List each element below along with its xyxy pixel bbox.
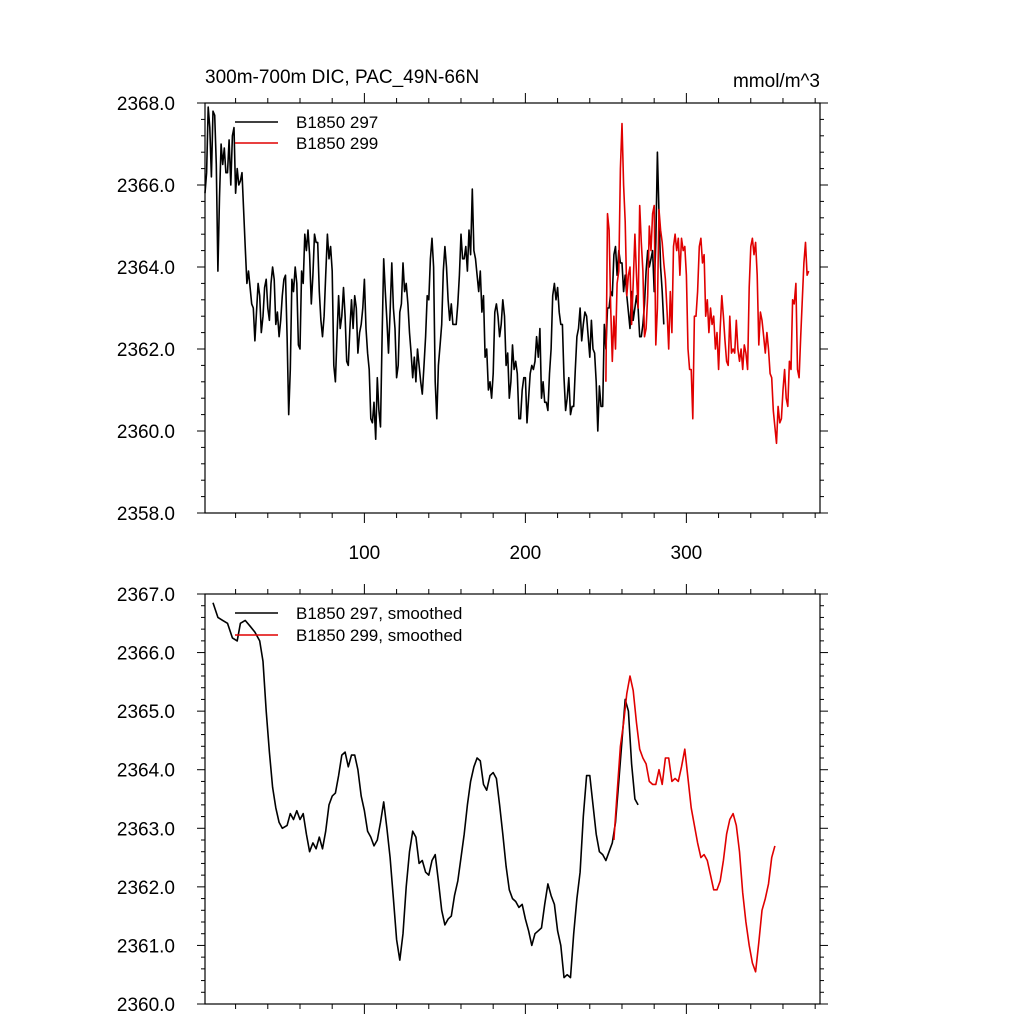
x-tick-label: 100 (349, 543, 381, 564)
y-tick-label: 2367.0 (117, 585, 175, 606)
legend-bottom: B1850 297, smoothed B1850 299, smoothed (235, 604, 462, 645)
y-tick-label: 2364.0 (117, 258, 175, 279)
series-group-top (204, 106, 810, 445)
y-tick-labels-bottom: 2360.0 2361.0 2362.0 2363.0 2364.0 2365.0 2366… (117, 585, 175, 1016)
y-tick-label: 2365.0 (117, 702, 175, 723)
legend-label-b1850-297: B1850 297 (296, 113, 378, 132)
x-ticks-bottom (235, 584, 816, 1014)
legend-label-b1850-299-smoothed: B1850 299, smoothed (296, 626, 462, 645)
legend-label-b1850-297-smoothed: B1850 297, smoothed (296, 604, 462, 623)
series-line-b1850-297-smoothed (212, 602, 639, 979)
y-tick-labels-top: 2358.0 2360.0 2362.0 2364.0 2366.0 2368.0 (117, 94, 175, 525)
y-tick-label: 2366.0 (117, 176, 175, 197)
plot-frame-top (204, 102, 821, 514)
y-ticks-top (197, 102, 828, 514)
plot-frame-bottom (204, 593, 821, 1005)
y-tick-label: 2363.0 (117, 819, 175, 840)
y-tick-label: 2368.0 (117, 94, 175, 115)
series-line-b1850-299 (605, 122, 810, 445)
y-tick-label: 2362.0 (117, 878, 175, 899)
series-line-b1850-297 (204, 106, 665, 440)
y-tick-label: 2360.0 (117, 422, 175, 443)
panel-bottom: 2360.0 2361.0 2362.0 2363.0 2364.0 2365.0 2366… (117, 584, 828, 1016)
y-ticks-bottom (197, 593, 828, 1005)
legend-label-b1850-299: B1850 299 (296, 134, 378, 153)
series-line-b1850-299-smoothed (613, 675, 776, 973)
x-tick-label: 200 (510, 543, 542, 564)
x-ticks-top (235, 93, 816, 523)
units-label: mmol/m^3 (733, 71, 820, 92)
y-tick-label: 2361.0 (117, 936, 175, 957)
y-tick-label: 2358.0 (117, 504, 175, 525)
y-tick-label: 2366.0 (117, 644, 175, 665)
x-tick-label: 300 (671, 543, 703, 564)
chart-title: 300m-700m DIC, PAC_49N-66N (205, 67, 479, 88)
x-tick-labels-top: 100 200 300 (349, 543, 703, 564)
y-tick-label: 2362.0 (117, 340, 175, 361)
legend-top: B1850 297 B1850 299 (235, 113, 378, 153)
panel-top: 2358.0 2360.0 2362.0 2364.0 2366.0 2368.0 100… (117, 67, 828, 564)
y-tick-label: 2364.0 (117, 761, 175, 782)
series-group-bottom (212, 602, 776, 979)
y-tick-label: 2360.0 (117, 995, 175, 1016)
